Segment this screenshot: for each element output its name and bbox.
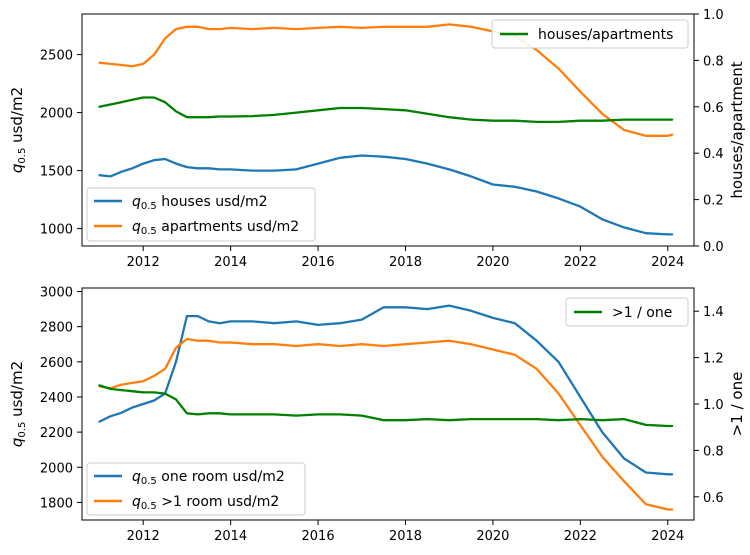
legend-label-multi-room: q0.5 >1 room usd/m2 (132, 494, 279, 512)
y-right-tick-label: 0.4 (703, 147, 724, 162)
series-line-apartments (98, 23, 674, 137)
top-chart: 2012 2014 2016 2018 2020 2022 2024 1000 1500 200… (8, 8, 746, 270)
y-left-tick-label: 2000 (40, 107, 73, 122)
top-legend-right: houses/apartments (491, 19, 689, 49)
x-tick-label: 2016 (302, 255, 335, 270)
y-right-tick-label: 0.2 (703, 194, 724, 209)
y-left-tick-label: 1800 (40, 496, 73, 511)
y-right-tick-label: 0.8 (703, 444, 724, 459)
series-line-one_room (98, 304, 674, 476)
x-tick-label: 2022 (564, 255, 597, 270)
y-right-tick-label: 0.6 (703, 101, 724, 116)
legend-label-one-room: q0.5 one room usd/m2 (132, 469, 285, 487)
bottom-left-ylabel: q0.5 usd/m2 (8, 361, 28, 447)
y-left-tick-label: 1000 (40, 223, 73, 238)
x-tick-label: 2016 (302, 529, 335, 544)
bottom-left-ylabel-text: q0.5 usd/m2 (8, 361, 28, 447)
y-left-tick-label: 1500 (40, 165, 73, 180)
series-line-ratio (98, 96, 674, 124)
top-legend-left-box (86, 187, 316, 242)
top-legend-right-box (491, 19, 689, 49)
y-right-tick-label: 1.2 (703, 352, 724, 367)
bottom-legend-right: >1 / one (565, 297, 689, 327)
series-line-multi_room (98, 337, 674, 511)
y-right-tick-label: 1.0 (703, 398, 724, 413)
y-left-tick-label: 2600 (40, 356, 73, 371)
y-left-tick-label: 2200 (40, 426, 73, 441)
top-legend-left: q0.5 houses usd/m2 q0.5 apartments usd/m… (86, 187, 316, 242)
legend-label-houses: q0.5 houses usd/m2 (132, 194, 268, 212)
x-tick-label: 2024 (651, 255, 684, 270)
x-tick-label: 2024 (651, 529, 684, 544)
x-tick-label: 2012 (127, 529, 160, 544)
y-right-tick-label: 0.0 (703, 240, 724, 255)
y-right-tick-label: 1.0 (703, 8, 724, 23)
y-right-tick-label: 0.8 (703, 54, 724, 69)
bottom-chart: 2012 2014 2016 2018 2020 2022 2024 1800 2000 220… (8, 286, 746, 544)
x-tick-label: 2020 (476, 529, 509, 544)
series-line-ratio (98, 384, 674, 428)
legend-label-houses-apartments: houses/apartments (538, 27, 673, 43)
y-left-tick-label: 3000 (40, 286, 73, 301)
series-line-houses (98, 154, 674, 236)
bottom-right-ylabel: >1 / one (728, 372, 746, 437)
top-left-ylabel-text: q0.5 usd/m2 (8, 87, 28, 173)
y-left-tick-label: 2000 (40, 461, 73, 476)
bottom-legend-left: q0.5 one room usd/m2 q0.5 >1 room usd/m2 (86, 462, 306, 516)
x-tick-label: 2014 (214, 529, 247, 544)
x-tick-label: 2014 (214, 255, 247, 270)
legend-label-multi-over-one: >1 / one (612, 305, 672, 321)
y-left-tick-label: 2500 (40, 49, 73, 64)
x-tick-label: 2018 (389, 255, 422, 270)
bottom-legend-right-box (565, 297, 689, 327)
bottom-right-ylabel-text: >1 / one (728, 372, 746, 437)
legend-label-apartments: q0.5 apartments usd/m2 (132, 219, 299, 237)
top-left-ylabel: q0.5 usd/m2 (8, 87, 28, 173)
y-right-tick-label: 0.6 (703, 491, 724, 506)
y-right-tick-label: 1.4 (703, 305, 724, 320)
y-left-tick-label: 2400 (40, 391, 73, 406)
bottom-legend-left-box (86, 462, 306, 516)
y-left-tick-label: 2800 (40, 321, 73, 336)
x-tick-label: 2022 (564, 529, 597, 544)
top-plot-frame (81, 13, 695, 247)
top-right-ylabel-text: houses/apartment (728, 61, 746, 198)
x-tick-label: 2012 (127, 255, 160, 270)
x-tick-label: 2018 (389, 529, 422, 544)
top-right-ylabel: houses/apartment (728, 61, 746, 198)
x-tick-label: 2020 (476, 255, 509, 270)
